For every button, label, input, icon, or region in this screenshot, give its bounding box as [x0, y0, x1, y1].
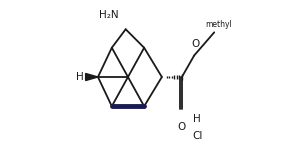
Text: O: O — [178, 122, 186, 132]
Text: H: H — [76, 72, 84, 82]
Text: H₂N: H₂N — [99, 10, 119, 20]
Text: Cl: Cl — [192, 131, 202, 141]
Polygon shape — [86, 73, 98, 81]
Text: methyl: methyl — [205, 20, 232, 29]
Text: H: H — [193, 114, 201, 124]
Text: O: O — [191, 39, 200, 49]
